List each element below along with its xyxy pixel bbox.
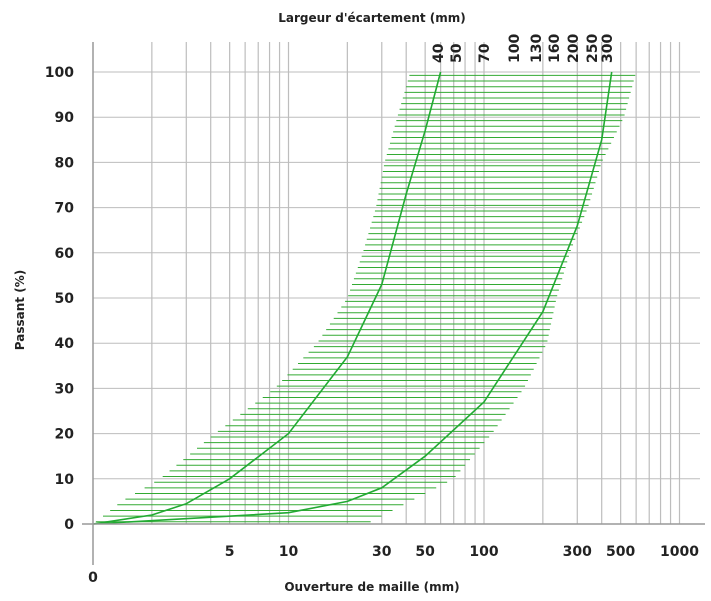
top-axis-title: Largeur d'écartement (mm)	[278, 11, 466, 25]
y-tick-label: 90	[55, 110, 75, 126]
x-tick-label: 300	[563, 544, 592, 560]
y-tick-label: 20	[55, 427, 75, 443]
top-tick-label: 200	[566, 34, 582, 63]
y-axis-title: Passant (%)	[13, 270, 27, 350]
y-tick-label: 40	[55, 336, 75, 352]
gap-width-band	[95, 74, 636, 523]
y-tick-label: 80	[55, 155, 75, 171]
x-tick-label: 10	[279, 544, 299, 560]
y-tick-label: 10	[55, 472, 75, 488]
x-axis-title: Ouverture de maille (mm)	[284, 580, 459, 594]
y-tick-label: 50	[55, 291, 75, 307]
x-tick-label: 100	[469, 544, 498, 560]
top-tick-label: 300	[600, 34, 616, 63]
x-tick-label: 30	[372, 544, 392, 560]
y-tick-label: 100	[45, 65, 74, 81]
top-tick-label: 40	[431, 43, 447, 63]
grading-curve-2	[92, 71, 613, 525]
x-tick-label: 0	[88, 570, 98, 586]
top-tick-label: 250	[585, 34, 601, 63]
y-tick-label: 60	[55, 246, 75, 262]
x-tick-label: 1000	[660, 544, 699, 560]
x-tick-label: 5	[225, 544, 235, 560]
top-tick-label: 70	[477, 43, 493, 63]
axes	[82, 42, 705, 565]
y-tick-label: 0	[64, 517, 74, 533]
y-tick-labels: 0 10 20 30 40 50 60 70 80 90 100	[45, 65, 74, 533]
x-tick-labels: 0 5 10 30 50 100 300 500 1000	[88, 544, 699, 586]
x-tick-label: 50	[415, 544, 435, 560]
y-tick-label: 70	[55, 201, 75, 217]
top-tick-label: 130	[529, 34, 545, 63]
top-tick-label: 50	[449, 43, 465, 63]
y-tick-label: 30	[55, 381, 75, 397]
top-tick-labels: 40 50 70 100 130 160 200 250 300	[431, 34, 616, 63]
grid	[93, 42, 700, 524]
top-tick-label: 160	[547, 34, 563, 63]
grading-curve-1	[92, 71, 442, 525]
x-tick-label: 500	[606, 544, 635, 560]
top-tick-label: 100	[507, 34, 523, 63]
grading-curves	[92, 71, 613, 525]
